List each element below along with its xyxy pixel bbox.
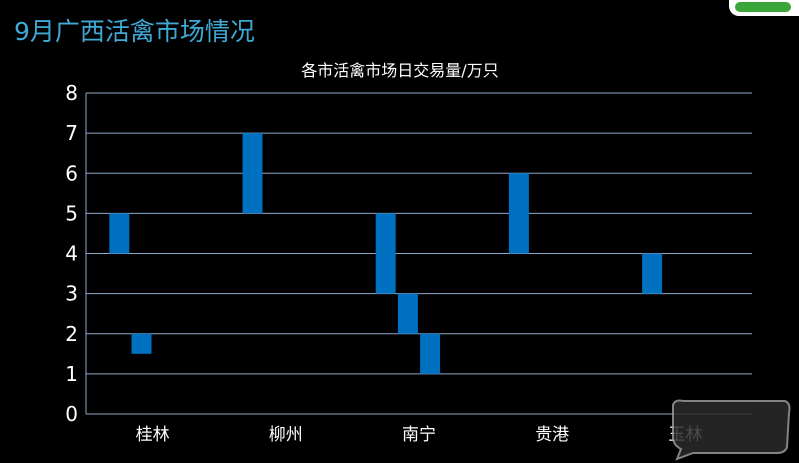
y-tick-label: 2 bbox=[65, 322, 78, 346]
bar bbox=[242, 133, 263, 214]
bar bbox=[420, 333, 441, 374]
bar bbox=[131, 333, 152, 354]
y-tick-label: 1 bbox=[65, 362, 78, 386]
bars bbox=[109, 133, 663, 374]
y-tick-label: 7 bbox=[65, 121, 78, 145]
y-tick-label: 3 bbox=[65, 282, 78, 306]
x-tick-labels: 桂林柳州南宁贵港玉林 bbox=[136, 425, 703, 445]
y-tick-label: 4 bbox=[65, 242, 78, 266]
y-tick-label: 5 bbox=[65, 201, 78, 225]
grid-lines bbox=[86, 92, 752, 375]
bar bbox=[508, 173, 529, 254]
y-tick-label: 0 bbox=[65, 402, 78, 426]
x-tick-label: 南宁 bbox=[402, 425, 436, 445]
watermark-logo-icon bbox=[672, 399, 791, 461]
axes bbox=[85, 93, 752, 415]
bar bbox=[109, 213, 130, 254]
y-tick-label: 8 bbox=[65, 81, 78, 105]
bar bbox=[642, 253, 663, 294]
x-tick-label: 桂林 bbox=[136, 425, 170, 445]
bar bbox=[375, 213, 396, 294]
x-tick-label: 柳州 bbox=[269, 425, 303, 445]
page-title: 9月广西活禽市场情况 bbox=[14, 17, 255, 46]
brand-logo-icon bbox=[729, 0, 799, 16]
y-tick-labels: 0 1 2 3 4 5 6 7 8 bbox=[65, 81, 78, 426]
y-tick-label: 6 bbox=[65, 161, 78, 185]
bar bbox=[397, 293, 418, 334]
chart-title: 各市活禽市场日交易量/万只 bbox=[301, 61, 499, 80]
x-tick-label: 贵港 bbox=[535, 425, 569, 445]
